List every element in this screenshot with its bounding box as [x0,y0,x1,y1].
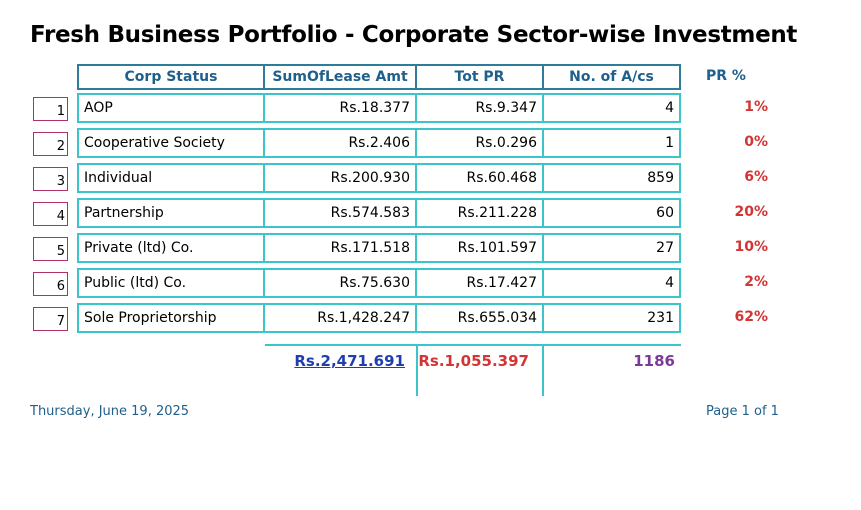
cell-tot-pr: Rs.655.034 [415,303,544,333]
cell-num-acs: 60 [542,198,681,228]
cell-tot-pr: Rs.17.427 [415,268,544,298]
totals-divider-2 [542,344,544,396]
row-number: 2 [33,132,68,156]
cell-num-acs: 27 [542,233,681,263]
cell-lease-amt: Rs.18.377 [263,93,417,123]
cell-corp-status: Sole Proprietorship [77,303,265,333]
totals-top-rule [265,344,681,346]
total-num-acs: 1186 [633,352,675,370]
total-tot-pr: Rs.1,055.397 [418,352,529,370]
cell-lease-amt: Rs.2.406 [263,128,417,158]
cell-tot-pr: Rs.211.228 [415,198,544,228]
cell-num-acs: 4 [542,268,681,298]
header-tot-pr: Tot PR [415,64,544,90]
totals-divider-1 [416,344,418,396]
footer-date: Thursday, June 19, 2025 [30,404,190,419]
header-num-acs: No. of A/cs [542,64,681,90]
cell-pr-pct: 2% [744,274,768,290]
row-number: 1 [33,97,68,121]
row-number: 4 [33,202,68,226]
report-title: Fresh Business Portfolio - Corporate Sec… [30,22,798,48]
header-pr-pct: PR % [706,68,746,84]
cell-lease-amt: Rs.574.583 [263,198,417,228]
cell-tot-pr: Rs.9.347 [415,93,544,123]
header-corp-status: Corp Status [77,64,265,90]
row-number: 5 [33,237,68,261]
cell-pr-pct: 1% [744,99,768,115]
cell-pr-pct: 62% [734,309,768,325]
row-number: 3 [33,167,68,191]
cell-tot-pr: Rs.0.296 [415,128,544,158]
cell-tot-pr: Rs.101.597 [415,233,544,263]
footer-page-number: Page 1 of 1 [706,404,779,419]
cell-num-acs: 859 [542,163,681,193]
cell-corp-status: Individual [77,163,265,193]
cell-pr-pct: 10% [734,239,768,255]
cell-num-acs: 1 [542,128,681,158]
cell-num-acs: 4 [542,93,681,123]
cell-corp-status: Cooperative Society [77,128,265,158]
cell-lease-amt: Rs.1,428.247 [263,303,417,333]
cell-corp-status: Public (ltd) Co. [77,268,265,298]
row-number: 6 [33,272,68,296]
cell-pr-pct: 6% [744,169,768,185]
cell-lease-amt: Rs.200.930 [263,163,417,193]
cell-lease-amt: Rs.75.630 [263,268,417,298]
cell-corp-status: Partnership [77,198,265,228]
cell-lease-amt: Rs.171.518 [263,233,417,263]
header-lease-amt: SumOfLease Amt [263,64,417,90]
cell-corp-status: AOP [77,93,265,123]
cell-tot-pr: Rs.60.468 [415,163,544,193]
total-lease-amt: Rs.2,471.691 [294,352,405,370]
cell-num-acs: 231 [542,303,681,333]
cell-corp-status: Private (ltd) Co. [77,233,265,263]
cell-pr-pct: 20% [734,204,768,220]
row-number: 7 [33,307,68,331]
cell-pr-pct: 0% [744,134,768,150]
